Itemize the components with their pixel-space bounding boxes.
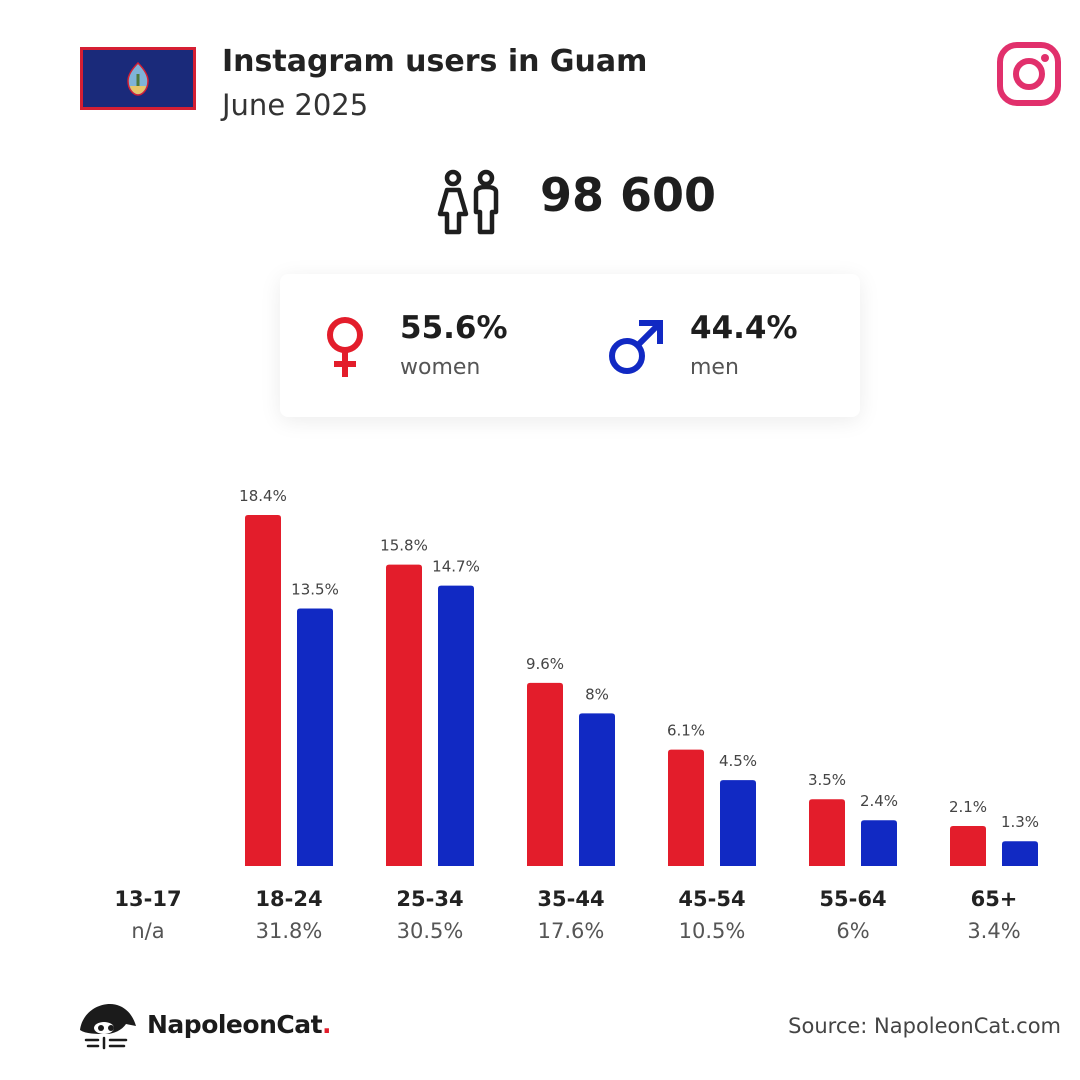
bar-women-35-44 xyxy=(527,682,563,866)
total-users: 98 600 xyxy=(540,168,717,222)
bar-men-35-44 xyxy=(579,713,615,866)
category-total-25-34: 30.5% xyxy=(397,919,464,943)
category-label-13-17: 13-17 xyxy=(114,887,181,911)
data-label-men-65+: 1.3% xyxy=(1001,813,1039,831)
data-label-women-35-44: 9.6% xyxy=(526,655,564,673)
category-label-65+: 65+ xyxy=(971,887,1018,911)
brand-dot: . xyxy=(322,1010,332,1039)
men-label: men xyxy=(690,355,739,380)
guam-flag-icon xyxy=(80,47,196,110)
bar-men-18-24 xyxy=(297,608,333,866)
bar-men-55-64 xyxy=(861,820,897,866)
source-text: Source: NapoleonCat.com xyxy=(788,1014,1061,1038)
data-label-women-18-24: 18.4% xyxy=(239,487,287,505)
data-label-women-55-64: 3.5% xyxy=(808,771,846,789)
men-percentage: 44.4% xyxy=(690,310,798,346)
category-label-45-54: 45-54 xyxy=(678,887,745,911)
brand-name-text: NapoleonCat xyxy=(147,1010,323,1039)
data-label-women-45-54: 6.1% xyxy=(667,722,705,740)
category-label-18-24: 18-24 xyxy=(255,887,322,911)
category-label-25-34: 25-34 xyxy=(396,887,463,911)
napoleoncat-logo-icon xyxy=(80,1004,136,1050)
category-label-55-64: 55-64 xyxy=(819,887,886,911)
data-label-men-35-44: 8% xyxy=(585,685,609,703)
category-total-65+: 3.4% xyxy=(967,919,1020,943)
category-total-18-24: 31.8% xyxy=(256,919,323,943)
bar-women-65+ xyxy=(950,825,986,866)
page-subtitle: June 2025 xyxy=(222,88,369,122)
data-label-men-18-24: 13.5% xyxy=(291,580,339,598)
bar-men-65+ xyxy=(1002,841,1038,866)
category-total-35-44: 17.6% xyxy=(538,919,605,943)
instagram-icon xyxy=(997,42,1061,106)
bar-women-25-34 xyxy=(386,564,422,866)
data-label-men-45-54: 4.5% xyxy=(719,752,757,770)
women-label: women xyxy=(400,355,481,380)
bar-women-45-54 xyxy=(668,749,704,866)
category-total-13-17: n/a xyxy=(131,919,164,943)
age-gender-bar-chart: 13-17 n/a 18.4% 13.5% 18-24 31.8% 15.8%14.7% 25… xyxy=(114,487,1039,943)
brand-name: NapoleonCat. xyxy=(147,1010,332,1039)
bar-men-25-34 xyxy=(438,585,474,866)
bar-women-18-24 xyxy=(245,515,281,866)
male-symbol-icon xyxy=(609,320,663,374)
category-total-55-64: 6% xyxy=(836,919,869,943)
category-label-35-44: 35-44 xyxy=(537,887,604,911)
people-icon xyxy=(437,169,499,235)
gender-card: 55.6% women 44.4% men xyxy=(280,274,860,417)
data-label-men-55-64: 2.4% xyxy=(860,792,898,810)
bar-men-45-54 xyxy=(720,780,756,866)
women-percentage: 55.6% xyxy=(400,310,508,346)
data-label-women-65+: 2.1% xyxy=(949,798,987,816)
female-symbol-icon xyxy=(327,317,363,377)
bar-women-55-64 xyxy=(809,799,845,866)
page-title: Instagram users in Guam xyxy=(222,44,648,79)
data-label-men-25-34: 14.7% xyxy=(432,558,480,576)
category-total-45-54: 10.5% xyxy=(679,919,746,943)
data-label-women-25-34: 15.8% xyxy=(380,537,428,555)
